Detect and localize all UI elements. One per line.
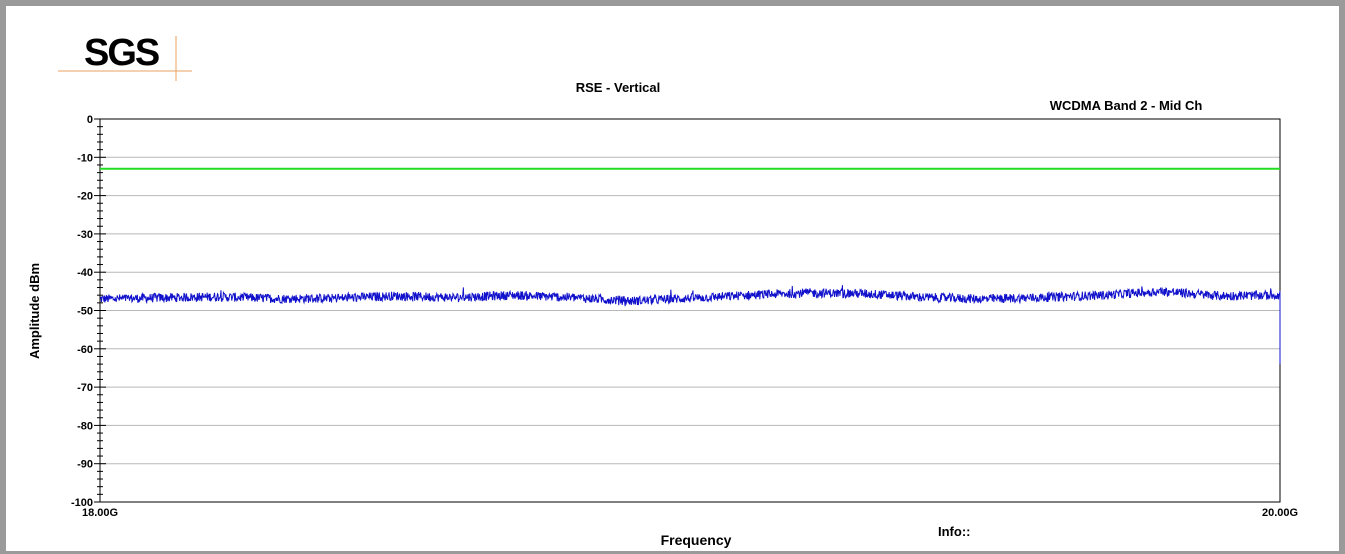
x-axis: 18.00G 20.00G <box>82 507 1298 519</box>
y-axis-label: Amplitude dBm <box>27 263 42 359</box>
y-tick-label: -50 <box>77 306 93 318</box>
info-label: Info:: <box>938 524 970 539</box>
grid-lines <box>100 156 1280 465</box>
chart-subtitle: WCDMA Band 2 - Mid Ch <box>1050 98 1203 113</box>
y-tick-label: -100 <box>71 497 93 509</box>
sgs-logo: SGS <box>58 32 192 81</box>
chart-title: RSE - Vertical <box>576 80 661 95</box>
series-layer <box>99 167 1281 365</box>
y-tick-label: -10 <box>77 152 93 164</box>
chart-svg: SGS RSE - Vertical WCDMA Band 2 - Mid Ch… <box>27 32 1298 548</box>
x-tick-label-start: 18.00G <box>82 507 118 519</box>
y-tick-label: -30 <box>77 229 93 241</box>
sgs-logo-text: SGS <box>84 32 159 74</box>
x-tick-label-end: 20.00G <box>1262 507 1298 519</box>
y-tick-label: -80 <box>77 420 93 432</box>
y-tick-label: -20 <box>77 191 93 203</box>
y-tick-label: 0 <box>87 114 93 126</box>
y-axis: 0 -10 -20 -30 -40 -50 -60 -70 -80 -90 -100 <box>71 114 106 509</box>
y-tick-label: -40 <box>77 267 93 279</box>
x-axis-label: Frequency <box>661 532 732 548</box>
y-tick-label: -70 <box>77 382 93 394</box>
measured-trace <box>99 285 1281 365</box>
y-tick-label: -90 <box>77 459 93 471</box>
y-tick-label: -60 <box>77 344 93 356</box>
